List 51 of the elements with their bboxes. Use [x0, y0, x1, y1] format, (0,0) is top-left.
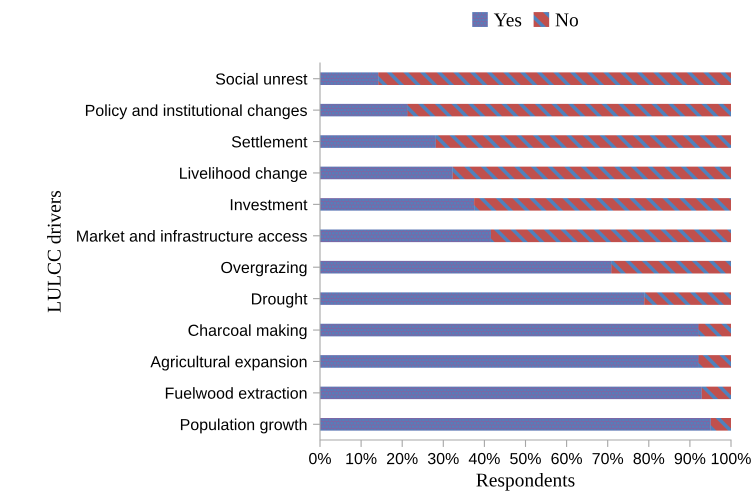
bar — [378, 72, 731, 85]
x-tick-label: 30% — [428, 452, 459, 464]
y-tick-label: Drought — [252, 292, 308, 308]
y-tick-label: Population growth — [180, 418, 306, 434]
y-tick-label: Investment — [230, 199, 308, 210]
y-tick-label: Agricultural expansion — [150, 356, 306, 371]
x-tick-label: 50% — [510, 452, 541, 464]
y-tick-label: Livelihood change — [180, 167, 307, 182]
bar — [320, 260, 612, 274]
y-tick-label: Charcoal making — [188, 324, 306, 340]
x-axis-title: Respondents — [476, 472, 574, 491]
x-tick-label: 40% — [468, 452, 500, 464]
x-tick-label: 80% — [634, 452, 664, 464]
bar — [702, 386, 731, 400]
bar — [320, 135, 436, 148]
bar — [320, 355, 699, 368]
x-tick-label: 20% — [387, 452, 418, 464]
x-tick-label: 0% — [309, 452, 331, 464]
y-tick-label: Policy and institutional changes — [86, 104, 307, 120]
y-axis-title: LULCC drivers — [47, 190, 61, 312]
bar — [436, 135, 731, 148]
bar — [698, 324, 731, 336]
x-tick-label: 90% — [674, 452, 706, 464]
legend-label: Yes — [494, 14, 522, 26]
bar — [698, 355, 731, 368]
bar — [490, 230, 731, 242]
bar — [710, 418, 731, 431]
bar — [320, 198, 474, 211]
bar — [320, 292, 644, 305]
bar — [320, 418, 711, 431]
legend-label: No — [556, 14, 578, 26]
bar — [644, 292, 731, 305]
y-tick-label: Market and infrastructure access — [77, 230, 307, 242]
bar — [320, 324, 699, 336]
bar — [474, 198, 731, 211]
bar — [320, 166, 453, 180]
y-tick-label: Social unrest — [216, 72, 308, 85]
bar — [611, 260, 731, 274]
y-tick-label: Settlement — [232, 136, 308, 148]
bar — [320, 104, 408, 116]
x-tick-label: 100% — [712, 452, 751, 464]
y-tick-label: Fuelwood extraction — [166, 387, 306, 399]
bar — [320, 72, 378, 85]
bar — [408, 104, 731, 116]
x-tick-label: 10% — [346, 452, 377, 464]
bar — [452, 166, 731, 180]
bar — [320, 386, 702, 400]
bar — [320, 230, 491, 242]
y-tick-label: Overgrazing — [221, 261, 306, 276]
x-tick-label: 70% — [592, 452, 624, 464]
x-tick-label: 60% — [551, 452, 582, 464]
